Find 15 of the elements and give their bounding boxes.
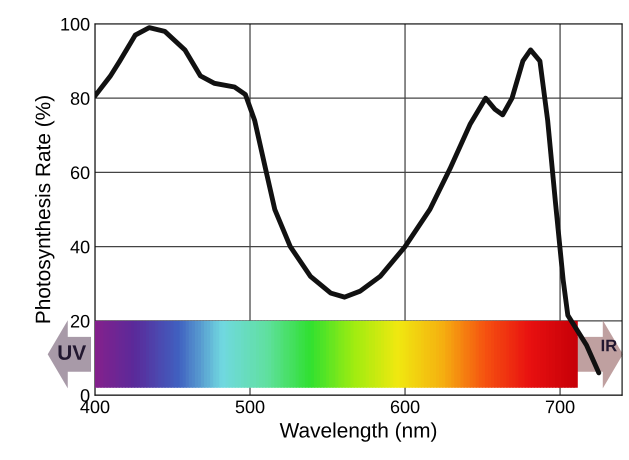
x-axis-title: Wavelength (nm) [280,422,436,442]
y-tick-label: 100 [61,18,90,31]
y-tick-label: 40 [70,240,90,254]
line-series [94,25,602,376]
x-tick-label: 500 [236,400,264,414]
x-tick-label: 700 [546,400,574,414]
y-tick-label: 0 [80,389,90,402]
x-tick-label: 600 [390,400,420,414]
y-tick-label: 60 [70,166,90,180]
text: UV [58,345,86,360]
y-tick-label: 20 [70,314,90,328]
y-axis-title: Photosynthesis Rate (%) [35,96,54,322]
x-tick-label: 400 [80,400,110,414]
annotation: IR [602,340,617,352]
y-tick-label: 80 [70,92,90,105]
